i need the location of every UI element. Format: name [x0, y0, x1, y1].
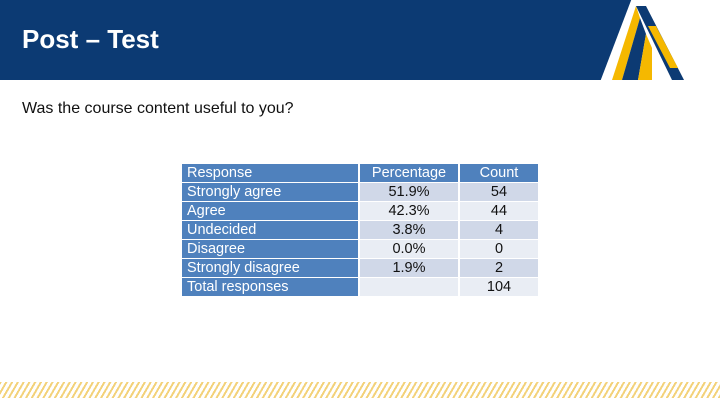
row-count: 44	[460, 202, 538, 220]
row-percentage	[360, 278, 458, 296]
table-row: Total responses 104	[182, 278, 538, 296]
table-row: Disagree 0.0% 0	[182, 240, 538, 258]
row-response: Agree	[182, 202, 358, 220]
row-count: 104	[460, 278, 538, 296]
table-row: Agree 42.3% 44	[182, 202, 538, 220]
table-row: Strongly disagree 1.9% 2	[182, 259, 538, 277]
a-peak-logo-icon	[612, 6, 684, 80]
row-response: Strongly agree	[182, 183, 358, 201]
header-response: Response	[182, 164, 358, 182]
footer-stripe	[0, 382, 720, 398]
row-response: Undecided	[182, 221, 358, 239]
row-percentage: 3.8%	[360, 221, 458, 239]
row-response: Strongly disagree	[182, 259, 358, 277]
row-percentage: 42.3%	[360, 202, 458, 220]
row-response: Disagree	[182, 240, 358, 258]
row-percentage: 1.9%	[360, 259, 458, 277]
survey-question: Was the course content useful to you?	[22, 100, 294, 117]
row-count: 2	[460, 259, 538, 277]
row-percentage: 51.9%	[360, 183, 458, 201]
header-count: Count	[460, 164, 538, 182]
row-count: 4	[460, 221, 538, 239]
row-percentage: 0.0%	[360, 240, 458, 258]
row-response: Total responses	[182, 278, 358, 296]
row-count: 0	[460, 240, 538, 258]
row-count: 54	[460, 183, 538, 201]
results-table: Response Percentage Count Strongly agree…	[180, 163, 540, 297]
table-header-row: Response Percentage Count	[182, 164, 538, 182]
table-row: Undecided 3.8% 4	[182, 221, 538, 239]
header-percentage: Percentage	[360, 164, 458, 182]
title-banner: Post – Test	[0, 0, 720, 80]
slide-title: Post – Test	[22, 24, 159, 54]
table-row: Strongly agree 51.9% 54	[182, 183, 538, 201]
